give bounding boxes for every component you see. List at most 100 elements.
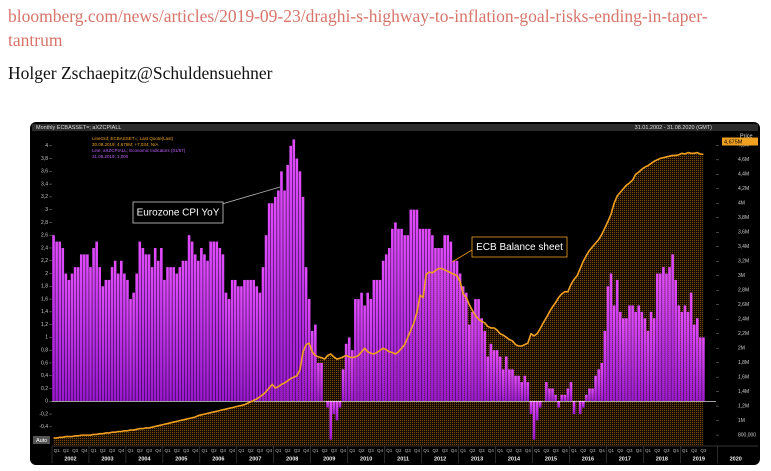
- bar: [551, 388, 554, 402]
- bar: [258, 292, 262, 402]
- x-tick-label: Q1: [201, 448, 208, 453]
- x-tick-label: Q2: [174, 448, 181, 453]
- annotation: ECB Balance sheet: [476, 242, 563, 253]
- x-tick-label: Q1: [128, 448, 135, 453]
- bar: [677, 305, 681, 402]
- bar: [603, 331, 607, 402]
- y-tick-label: -0,4: [39, 424, 48, 430]
- bar: [116, 273, 120, 402]
- year-label: 2005: [175, 456, 187, 462]
- year-label: 2019: [693, 456, 705, 462]
- bar: [640, 311, 644, 402]
- article-link[interactable]: bloomberg.com/news/articles/2019-09-23/d…: [8, 6, 708, 50]
- x-tick-label: Q2: [100, 448, 107, 453]
- bar: [292, 139, 296, 402]
- bar: [495, 350, 499, 402]
- bar: [517, 375, 520, 402]
- bar: [280, 171, 283, 402]
- bar: [532, 401, 536, 440]
- y2-tick-label: 1,6M: [738, 374, 749, 380]
- x-tick-label: Q1: [275, 448, 282, 453]
- y2-label: Price: [740, 133, 753, 139]
- bar: [184, 260, 188, 402]
- bar: [344, 343, 348, 402]
- y-tick-label: 3,6: [41, 169, 48, 175]
- bar: [175, 273, 179, 402]
- bar: [83, 254, 86, 402]
- x-tick-label: Q2: [580, 448, 587, 453]
- bar: [403, 235, 406, 402]
- x-tick-label: Q4: [488, 448, 495, 453]
- bar: [274, 196, 277, 402]
- bar: [190, 241, 194, 402]
- bar: [501, 369, 505, 402]
- x-tick-label: Q3: [516, 448, 523, 453]
- x-tick-label: Q3: [72, 448, 79, 453]
- year-label: 2018: [656, 456, 668, 462]
- year-label: 2014: [508, 456, 521, 462]
- date-range: 31.01.2002 - 31.08.2020 (GMT): [635, 125, 713, 131]
- bar: [120, 260, 123, 402]
- bar: [304, 267, 308, 402]
- bar: [240, 286, 243, 402]
- x-tick-label: Q2: [469, 448, 476, 453]
- bar: [372, 279, 376, 402]
- y2-tick-label: 3,8M: [738, 215, 749, 221]
- x-tick-label: Q1: [164, 448, 171, 453]
- y-tick-label: 3: [45, 207, 48, 213]
- bar: [224, 292, 228, 402]
- bar: [320, 362, 323, 402]
- y2-tick-label: 2,6M: [738, 302, 749, 308]
- bar: [409, 209, 413, 402]
- bar: [699, 337, 702, 402]
- y-tick-label: 1: [45, 335, 48, 341]
- bar: [107, 279, 111, 402]
- bar: [529, 401, 533, 415]
- connector: [221, 186, 281, 205]
- bar: [227, 299, 231, 402]
- bar: [492, 350, 496, 402]
- x-tick-label: Q4: [81, 448, 88, 453]
- bar: [132, 292, 135, 402]
- bar: [86, 254, 89, 402]
- chart-title: Monthly ECBASSET=; aXZCPIALL: [36, 125, 121, 131]
- bar: [193, 254, 197, 402]
- x-tick-label: Q2: [691, 448, 698, 453]
- bar: [129, 299, 132, 402]
- bar: [326, 401, 329, 408]
- bar: [351, 350, 354, 402]
- annotation-box: [132, 201, 224, 224]
- bar: [200, 247, 203, 402]
- author: Holger Zschaepitz@Schuldensuehner: [8, 63, 273, 83]
- bar: [520, 382, 523, 402]
- bar: [233, 279, 237, 402]
- x-tick-label: Q2: [432, 448, 439, 453]
- y2-tick-label: 1,8M: [738, 360, 749, 366]
- year-label: 2004: [138, 456, 151, 462]
- y2-tick-label: 2M: [738, 346, 745, 352]
- bar: [612, 305, 616, 402]
- bar: [301, 196, 305, 402]
- bar: [606, 286, 610, 402]
- bar: [424, 228, 428, 402]
- y-tick-label: 2,8: [41, 220, 48, 226]
- year-label: 2012: [434, 456, 446, 462]
- bar: [357, 299, 360, 402]
- bar: [554, 394, 557, 402]
- bar: [92, 247, 95, 402]
- bar: [458, 273, 462, 402]
- balance-area: [53, 152, 704, 446]
- bar: [477, 299, 480, 402]
- bar: [387, 247, 391, 402]
- y-tick-label: 3,8: [41, 156, 48, 162]
- bar: [594, 375, 597, 402]
- x-tick-label: Q4: [340, 448, 347, 453]
- bar: [394, 222, 397, 402]
- x-tick-label: Q1: [54, 448, 61, 453]
- bar: [363, 305, 366, 402]
- year-label: 2008: [286, 456, 298, 462]
- bar: [369, 299, 373, 402]
- bar: [418, 228, 422, 402]
- x-tick-label: Q3: [109, 448, 116, 453]
